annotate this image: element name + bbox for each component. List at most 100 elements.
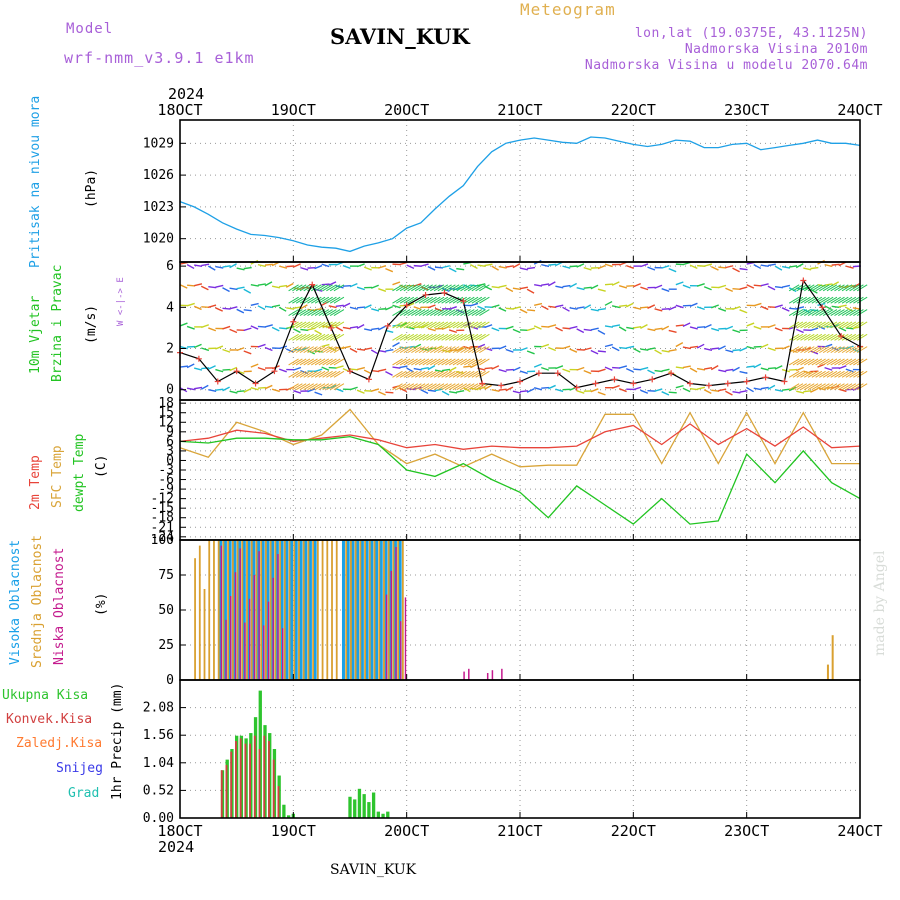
y-tick-label: 0.00 (143, 811, 174, 826)
wind-arrow (710, 265, 719, 271)
wind-arrow (278, 265, 288, 269)
wind-arrow (448, 383, 460, 391)
wind-arrow (526, 388, 535, 393)
wind-arrow (399, 309, 411, 316)
wind-arrow (689, 264, 698, 270)
wind-arrow (471, 383, 483, 391)
wind-arrow (668, 305, 677, 311)
wind-arrow (696, 343, 705, 349)
wind-arrow (285, 282, 294, 288)
wind-arrow (448, 346, 460, 354)
wind-arrow (619, 346, 628, 350)
wind-arrow (526, 327, 535, 332)
low-cloud-bar (404, 597, 407, 680)
mid-cloud-bar (373, 540, 376, 680)
wind-gust-marker (649, 376, 656, 383)
wind-arrow (739, 267, 748, 271)
wind-arrow (845, 345, 854, 350)
wind-arrow (767, 263, 776, 267)
wind-gust-marker (592, 380, 599, 387)
wind-arrow (774, 365, 783, 370)
low-cloud-bar (239, 548, 241, 680)
wind-arrow (822, 346, 834, 354)
wind-arrow (796, 346, 807, 354)
wind-arrow (329, 358, 341, 366)
low-cloud-bar (220, 545, 223, 680)
wind-arrow (811, 370, 823, 378)
wind-arrow (576, 263, 585, 268)
wind-arrow (682, 284, 691, 289)
wind-arrow (831, 305, 840, 309)
wind-arrow (788, 321, 800, 329)
wind-arrow (314, 296, 326, 304)
wind-arrow (625, 367, 634, 373)
wind-arrow (661, 264, 670, 269)
wind-arrow (441, 346, 452, 354)
wind-arrow (853, 370, 864, 378)
wind-arrow (583, 266, 592, 271)
wind-arrow (838, 383, 849, 391)
high-cloud-bar (370, 540, 374, 680)
wind-arrow (800, 309, 811, 316)
wind-arrow (179, 345, 188, 350)
wind-arrow (810, 288, 818, 294)
wind-gust-marker (554, 370, 561, 377)
wind-arrow (781, 307, 790, 312)
wind-gust-marker (611, 376, 618, 383)
mid-cloud-bar (302, 540, 305, 680)
wind-arrow (426, 321, 437, 329)
wind-arrow (541, 325, 550, 328)
wind-arrow (576, 306, 585, 310)
convective-rain-bar (235, 741, 237, 818)
wind-arrow (229, 366, 238, 372)
mid-cloud-bar (359, 540, 362, 680)
wind-arrow (460, 284, 471, 292)
mid-cloud-bar (203, 589, 206, 680)
wind-arrow (378, 308, 387, 311)
wind-arrow (467, 296, 479, 304)
wind-arrow (619, 304, 628, 308)
wind-arrow (407, 296, 418, 304)
wind-arrow (448, 321, 460, 329)
wind-arrow (422, 284, 433, 292)
wind-arrow (541, 263, 550, 268)
wind-arrow (830, 358, 841, 366)
wind-arrow (555, 285, 564, 289)
wind-arrow (422, 321, 433, 329)
wind-arrow (364, 328, 373, 332)
wind-arrow (329, 284, 341, 292)
wind-arrow (498, 307, 507, 312)
y-tick-label: -21 (151, 520, 174, 535)
wind-arrow (470, 325, 479, 330)
wind-arrow (819, 370, 830, 378)
high-cloud-bar (375, 540, 379, 680)
wind-arrow (407, 321, 418, 329)
high-cloud-bar (304, 540, 308, 680)
wind-arrow (512, 263, 521, 269)
wind-arrow (314, 391, 323, 396)
total-rain-bar (376, 811, 380, 818)
sfc-temp-line (179, 408, 860, 468)
low-cloud-bar (501, 668, 503, 680)
wind-arrow (696, 283, 705, 287)
wind-arrow (314, 333, 326, 341)
wind-arrow (411, 284, 422, 292)
wind-arrow (307, 321, 318, 329)
wind-arrow (505, 325, 514, 330)
wind-arrow (834, 370, 845, 378)
wind-arrow (293, 366, 302, 371)
wind-arrow (264, 324, 273, 328)
wind-arrow (236, 286, 245, 290)
wind-arrow (433, 370, 445, 378)
convective-rain-bar (263, 735, 266, 818)
wind-arrow (760, 386, 769, 390)
low-cloud-bar (277, 554, 279, 680)
wind-arrow (471, 296, 483, 304)
wind-arrow (413, 306, 422, 311)
y-tick-label: 1023 (143, 200, 174, 215)
x-tick-label-top: 22OCT (611, 101, 656, 119)
wind-arrow (452, 309, 464, 316)
wind-arrow (322, 370, 333, 378)
total-rain-bar (362, 794, 366, 818)
wind-arrow (403, 383, 415, 391)
